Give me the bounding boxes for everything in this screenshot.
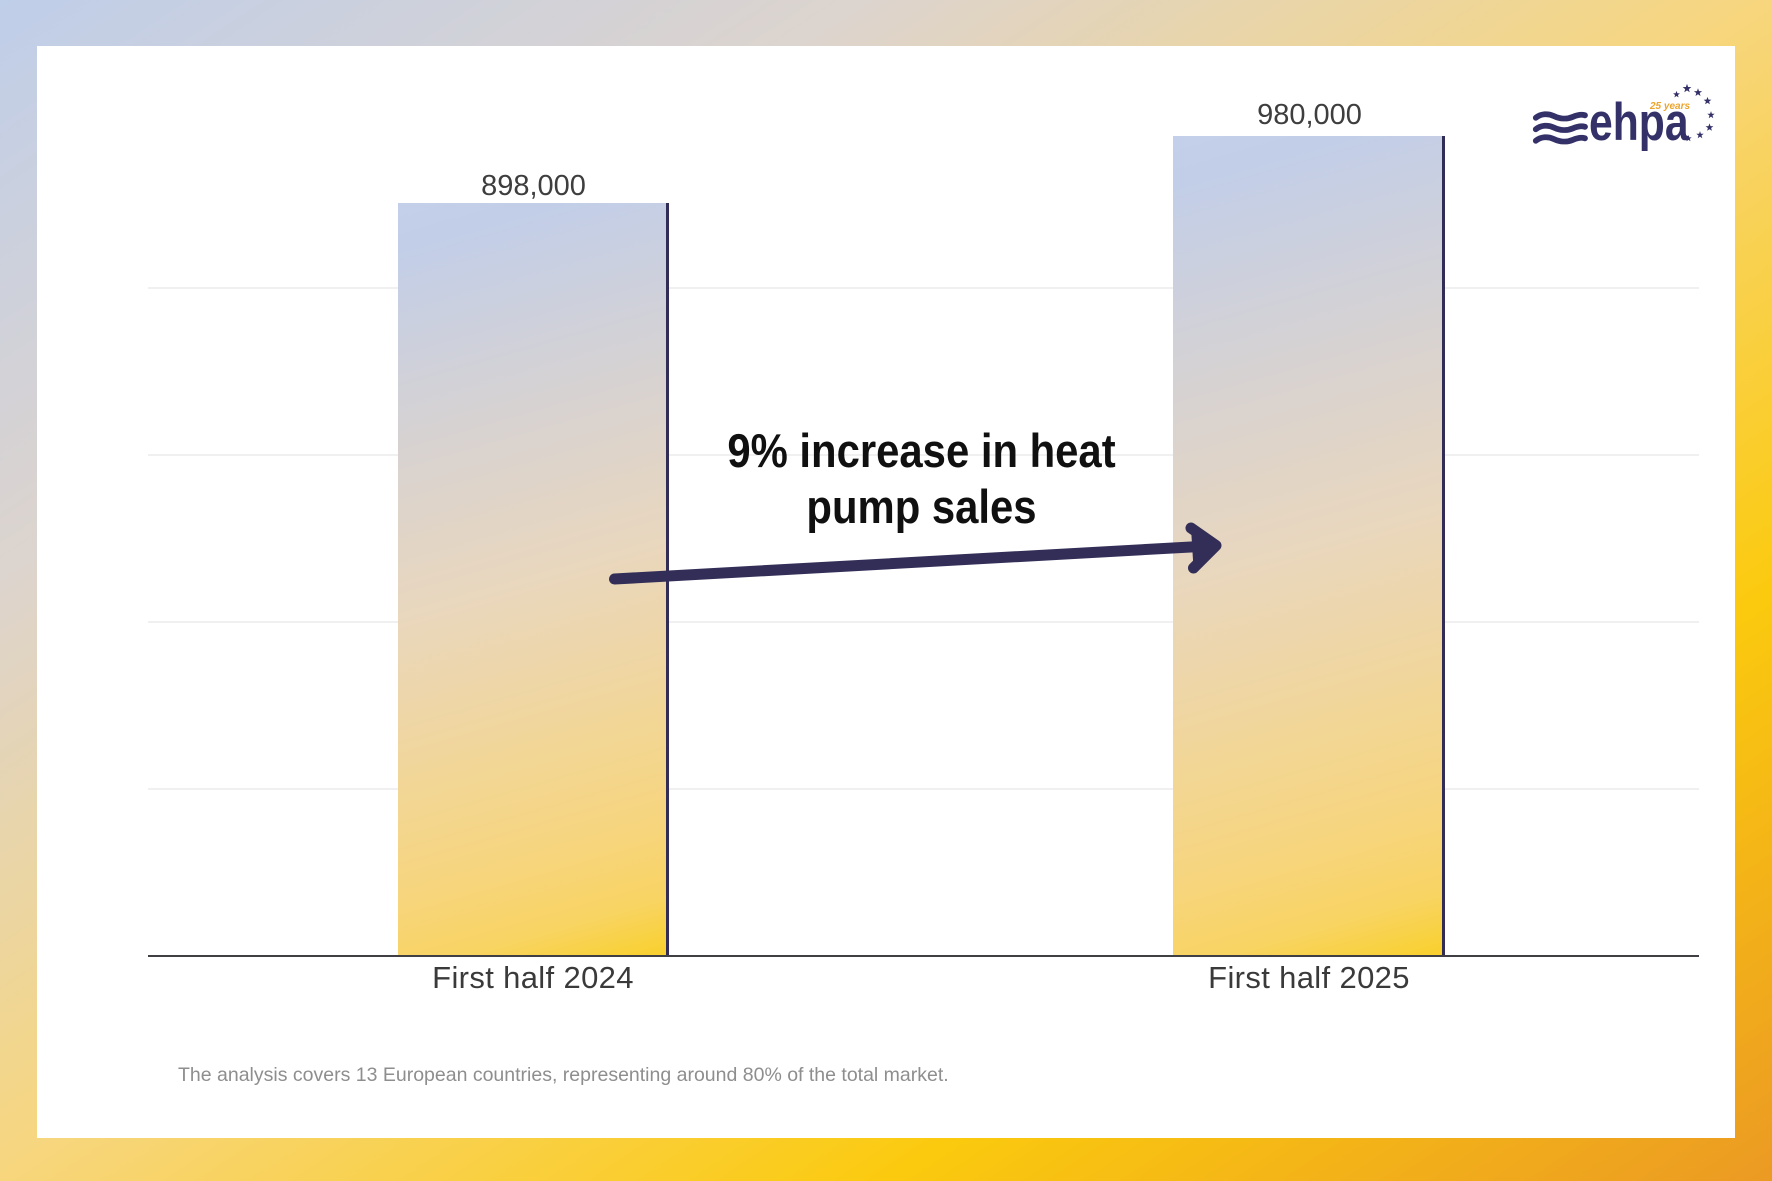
svg-text:ehpa: ehpa [1589, 93, 1690, 152]
svg-text:25 years: 25 years [1649, 101, 1690, 112]
